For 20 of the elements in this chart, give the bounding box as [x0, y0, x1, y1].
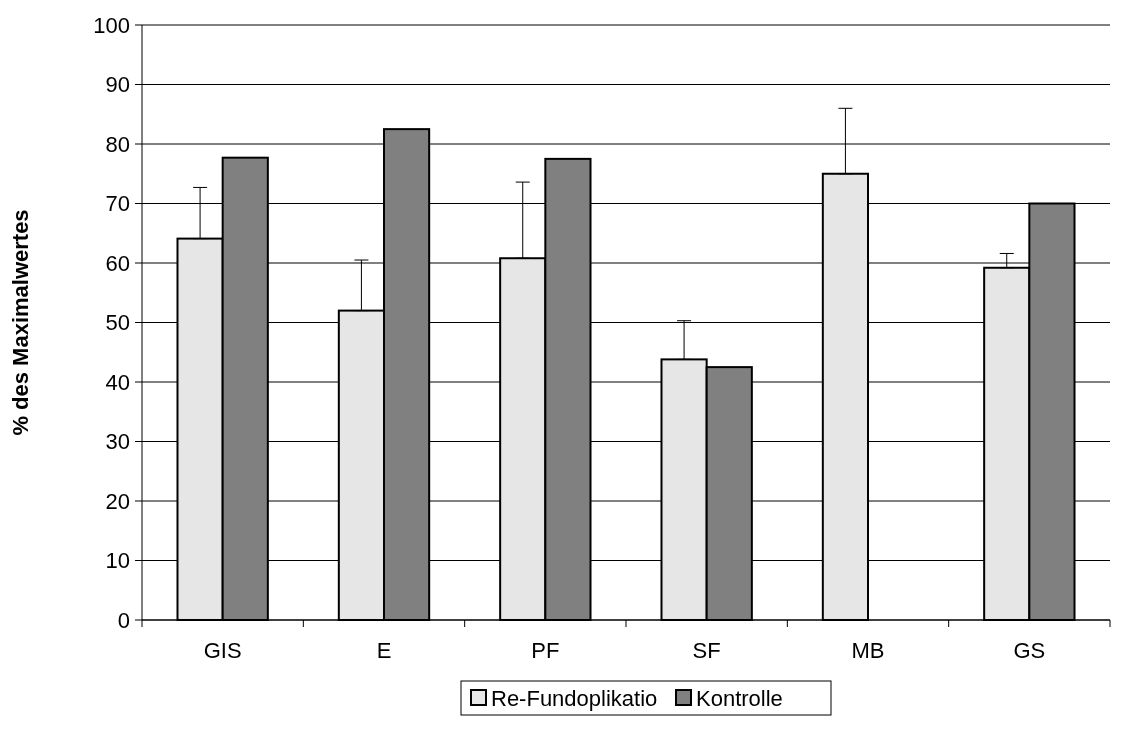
y-tick-label: 80 — [105, 131, 130, 157]
legend-label: Kontrolle — [696, 685, 783, 711]
y-tick-label: 70 — [105, 191, 130, 217]
x-tick-label: SF — [692, 638, 721, 663]
y-tick-label: 50 — [105, 310, 130, 336]
y-tick-label: 20 — [105, 488, 130, 514]
y-axis-title: % des Maximalwertes — [8, 209, 33, 436]
y-tick-label: 0 — [117, 607, 130, 633]
x-tick-label: MB — [851, 638, 885, 663]
x-tick-label: E — [376, 638, 392, 663]
y-tick-label: 60 — [105, 250, 130, 276]
x-tick-label: PF — [531, 638, 560, 663]
y-tick-label: 30 — [105, 429, 130, 455]
x-tick-label: GS — [1013, 638, 1046, 663]
legend-label: Re-Fundoplikatio — [491, 685, 658, 711]
y-tick-label: 40 — [105, 369, 130, 395]
y-tick-label: 10 — [105, 548, 130, 574]
y-tick-label: 90 — [105, 72, 130, 98]
x-tick-label: GIS — [203, 638, 242, 663]
y-tick-label: 100 — [93, 12, 130, 38]
